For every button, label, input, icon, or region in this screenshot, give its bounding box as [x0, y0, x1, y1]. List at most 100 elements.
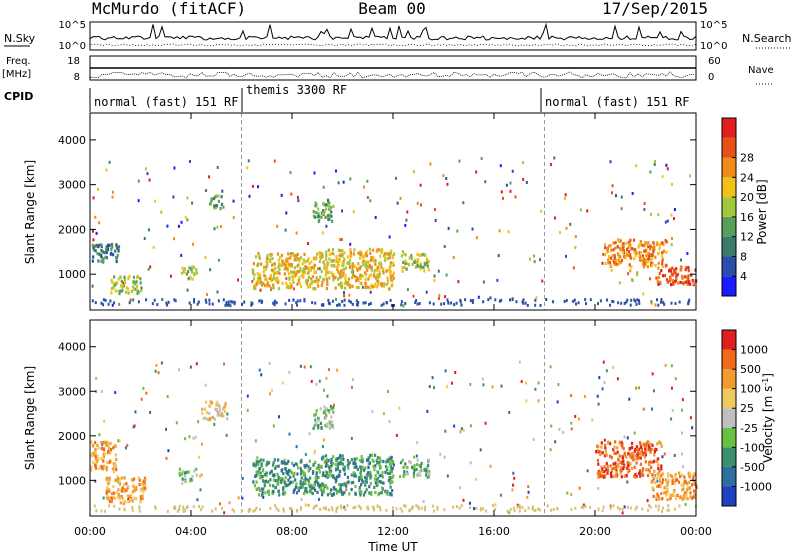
echo-region-pixel: [353, 474, 356, 478]
echo-region-pixel: [178, 473, 182, 478]
echo-region-pixel: [620, 469, 623, 473]
echo-region-pixel: [625, 455, 628, 459]
echo-region-pixel: [269, 259, 272, 263]
echo-region-pixel: [387, 478, 391, 483]
echo-region-pixel: [100, 255, 103, 259]
echo-region-pixel: [692, 475, 695, 479]
ground-scatter-pixel: [288, 506, 291, 510]
echo-region-pixel: [210, 198, 213, 203]
echo-region-pixel: [629, 455, 632, 459]
echo-region-pixel: [651, 257, 654, 261]
echo-pixel: [513, 476, 516, 480]
colorbar-segment: [722, 157, 736, 178]
echo-region-pixel: [343, 491, 346, 495]
echo-region-pixel: [694, 482, 697, 486]
echo-pixel: [359, 473, 362, 477]
echo-region-pixel: [137, 476, 140, 480]
echo-region-pixel: [216, 400, 219, 404]
echo-region-pixel: [401, 269, 404, 273]
cpid-strip: CPID normal (fast) 151 RF themis 3300 RF…: [4, 83, 690, 112]
echo-pixel: [108, 160, 111, 164]
ground-scatter-pixel: [404, 504, 407, 508]
echo-region-pixel: [327, 199, 330, 203]
echo-region-pixel: [313, 483, 316, 487]
echo-region-pixel: [638, 243, 641, 247]
echo-region-pixel: [372, 256, 375, 261]
echo-region-pixel: [273, 474, 276, 478]
echo-region-pixel: [195, 473, 198, 477]
echo-pixel: [103, 419, 106, 423]
y-tick-label: 3000: [58, 385, 86, 398]
echo-region-pixel: [255, 474, 258, 478]
echo-region-pixel: [307, 467, 311, 471]
echo-region-pixel: [132, 484, 135, 488]
ground-scatter-pixel: [399, 507, 402, 511]
echo-region-pixel: [382, 459, 385, 464]
echo-region-pixel: [122, 502, 125, 506]
echo-pixel: [649, 170, 652, 174]
echo-region-pixel: [259, 458, 262, 462]
echo-pixel: [610, 268, 613, 272]
echo-region-pixel: [371, 285, 374, 289]
echo-pixel: [204, 383, 207, 387]
echo-region-pixel: [300, 273, 303, 278]
echo-region-pixel: [139, 281, 142, 285]
echo-region-pixel: [117, 249, 120, 253]
echo-region-pixel: [367, 260, 370, 264]
colorbar-segment: [722, 216, 736, 237]
echo-region-pixel: [220, 413, 223, 417]
echo-region-pixel: [202, 416, 205, 421]
echo-region-pixel: [390, 467, 393, 471]
echo-region-pixel: [320, 490, 324, 494]
echo-region-pixel: [296, 472, 299, 476]
echo-region-pixel: [100, 243, 103, 248]
echo-region-pixel: [320, 269, 323, 274]
echo-region-pixel: [660, 444, 663, 448]
echo-region-pixel: [253, 273, 256, 277]
echo-region-pixel: [666, 483, 669, 487]
echo-region-pixel: [281, 263, 284, 267]
echo-region-pixel: [661, 259, 664, 263]
echo-region-pixel: [682, 487, 685, 491]
echo-pixel: [318, 379, 321, 383]
echo-region-pixel: [112, 285, 115, 289]
echo-region-pixel: [332, 252, 335, 256]
ground-scatter-pixel: [673, 507, 676, 511]
echo-region-pixel: [390, 458, 393, 463]
echo-region-pixel: [390, 493, 393, 497]
echo-region-pixel: [309, 284, 312, 289]
ground-scatter-pixel: [312, 506, 315, 510]
ground-scatter-pixel: [336, 303, 339, 307]
echo-region-pixel: [272, 283, 275, 287]
echo-region-pixel: [135, 485, 138, 490]
echo-region-pixel: [195, 268, 198, 272]
ground-scatter-pixel: [443, 508, 446, 512]
echo-region-pixel: [305, 282, 309, 286]
echo-pixel: [406, 288, 409, 292]
echo-region-pixel: [118, 479, 121, 483]
ground-scatter-pixel: [290, 507, 293, 511]
echo-pixel: [148, 178, 151, 182]
echo-region-pixel: [276, 276, 279, 280]
echo-region-pixel: [636, 453, 639, 457]
echo-region-pixel: [661, 264, 664, 269]
ground-scatter-pixel: [657, 508, 660, 512]
echo-pixel: [512, 471, 515, 475]
echo-region-pixel: [325, 277, 328, 281]
ground-scatter-pixel: [113, 504, 116, 508]
echo-region-pixel: [316, 281, 319, 285]
echo-region-pixel: [284, 467, 287, 471]
echo-region-pixel: [303, 491, 306, 496]
echo-region-pixel: [627, 466, 630, 470]
echo-region-pixel: [618, 441, 621, 445]
echo-pixel: [223, 362, 226, 366]
ground-scatter-pixel: [214, 507, 217, 511]
echo-pixel: [481, 377, 484, 381]
echo-pixel: [114, 391, 117, 395]
echo-region-pixel: [108, 499, 112, 504]
echo-region-pixel: [425, 473, 428, 477]
echo-region-pixel: [652, 494, 655, 499]
echo-region-pixel: [268, 483, 272, 487]
echo-region-pixel: [349, 247, 352, 251]
echo-region-pixel: [296, 264, 299, 268]
